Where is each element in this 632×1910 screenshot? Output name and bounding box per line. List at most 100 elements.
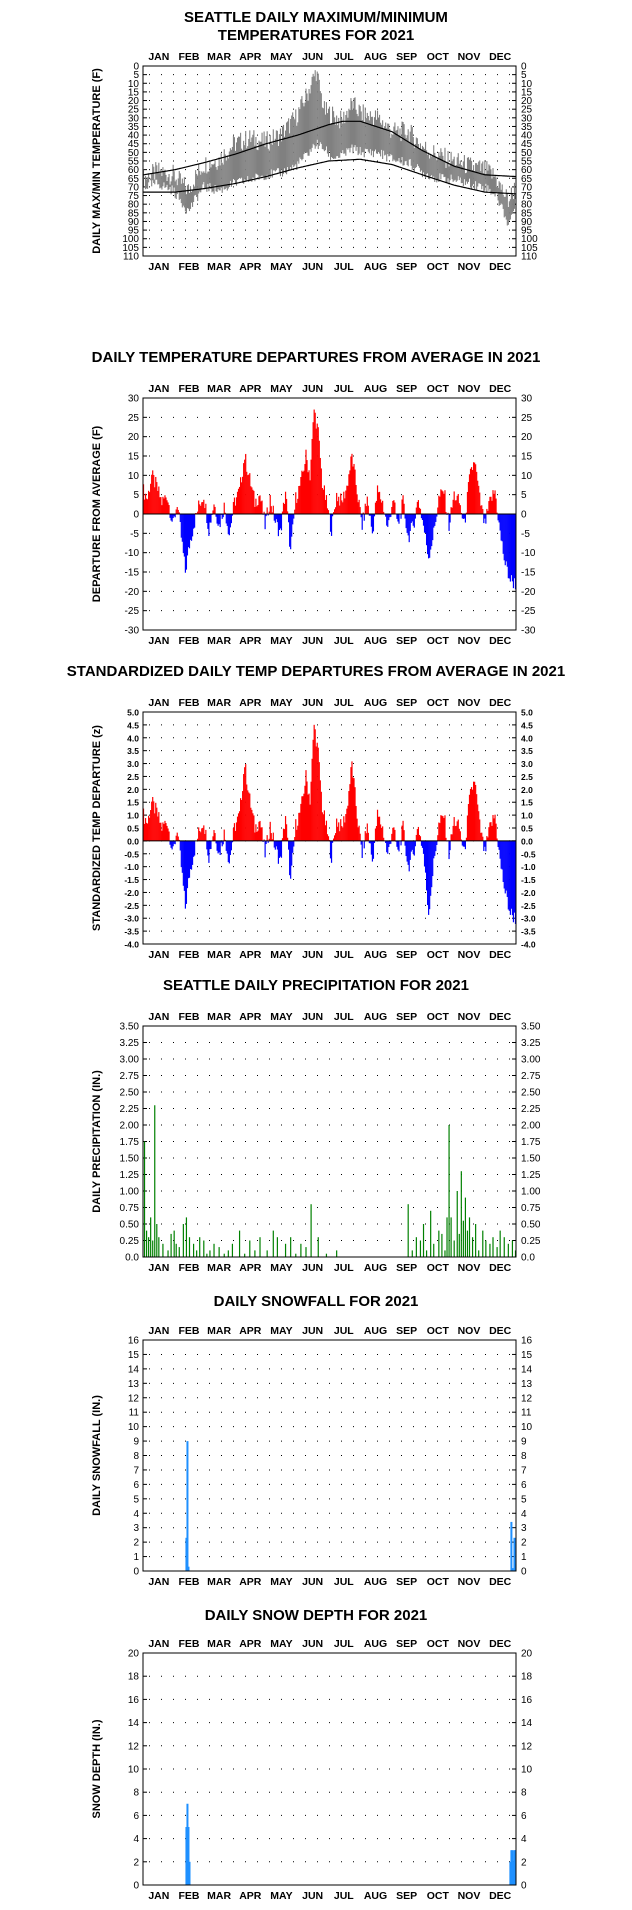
y-tick-label-left: 110 — [123, 252, 139, 263]
month-label-bottom: FEB — [178, 261, 199, 273]
month-label-top: MAR — [207, 383, 231, 395]
month-label-top: DEC — [489, 1638, 512, 1650]
y-tick-label-right: -1.5 — [521, 875, 536, 885]
y-tick-label-left: 1 — [133, 1552, 139, 1563]
y-tick-label-left: -4.0 — [124, 940, 139, 950]
month-label-top: NOV — [458, 1638, 481, 1650]
y-tick-label-right: 13 — [521, 1379, 533, 1390]
y-tick-label-right: 5 — [521, 490, 527, 501]
month-label-top: MAY — [270, 1638, 292, 1650]
y-tick-label-left: 14 — [128, 1718, 140, 1729]
y-tick-label-right: -1.0 — [521, 862, 536, 872]
y-tick-label-left: 1.5 — [127, 798, 139, 808]
month-label-top: JUL — [334, 1638, 354, 1650]
month-label-top: MAR — [207, 1638, 231, 1650]
y-tick-label-right: 15 — [521, 1350, 533, 1361]
y-tick-label-right: -25 — [521, 606, 536, 617]
month-label-bottom: DEC — [489, 1262, 512, 1274]
month-label-bottom: OCT — [427, 261, 450, 273]
chart-title: DAILY SNOWFALL FOR 2021 — [214, 1293, 419, 1310]
y-tick-label-left: 20 — [128, 96, 140, 107]
month-label-bottom: FEB — [178, 1890, 199, 1902]
chart-title: STANDARDIZED DAILY TEMP DEPARTURES FROM … — [67, 663, 565, 680]
y-axis-label: STANDARDIZED TEMP DEPARTURE (z) — [91, 725, 103, 931]
y-tick-label-right: -0.5 — [521, 849, 536, 859]
month-label-top: NOV — [458, 1325, 481, 1337]
y-tick-label-left: 10 — [128, 471, 140, 482]
y-tick-label-right: 25 — [521, 105, 533, 116]
month-label-bottom: AUG — [364, 1890, 387, 1902]
y-tick-label-right: -2.0 — [521, 888, 536, 898]
y-tick-label-right: 75 — [521, 191, 533, 202]
month-label-bottom: JUN — [302, 261, 323, 273]
y-tick-label-right: 1.75 — [521, 1137, 541, 1148]
y-tick-label-right: 5 — [521, 1494, 527, 1505]
month-label-top: NOV — [458, 383, 481, 395]
y-tick-label-left: 100 — [122, 234, 139, 245]
month-label-bottom: MAY — [270, 635, 292, 647]
y-tick-label-right: 50 — [521, 148, 533, 159]
y-tick-label-left: 16 — [128, 1336, 140, 1347]
y-tick-label-right: 0.75 — [521, 1203, 541, 1214]
month-label-bottom: JAN — [148, 1576, 169, 1588]
plot-frame — [142, 1339, 517, 1572]
y-tick-label-right: 10 — [521, 1422, 533, 1433]
y-tick-label-left: 0.0 — [127, 836, 139, 846]
y-tick-label-left: 5 — [133, 490, 139, 501]
month-label-bottom: MAR — [207, 949, 231, 961]
month-label-top: APR — [239, 1011, 262, 1023]
y-tick-label-left: 6 — [133, 1480, 139, 1491]
y-tick-label-right: 2.50 — [521, 1088, 541, 1099]
y-tick-label-right: 95 — [521, 226, 533, 237]
y-tick-label-left: 6 — [133, 1811, 139, 1822]
y-tick-label-left: 25 — [128, 413, 140, 424]
month-label-top: JAN — [148, 1011, 169, 1023]
y-tick-label-right: 0 — [521, 510, 527, 521]
y-tick-label-left: 16 — [128, 1695, 140, 1706]
y-tick-label-right: 16 — [521, 1336, 533, 1347]
y-tick-label-left: 7 — [133, 1465, 139, 1476]
month-label-bottom: OCT — [427, 1576, 450, 1588]
y-tick-label-right: 4 — [521, 1509, 527, 1520]
y-tick-label-right: 30 — [521, 113, 533, 124]
y-tick-label-left: 5 — [133, 1494, 139, 1505]
y-tick-label-right: 12 — [521, 1393, 533, 1404]
y-tick-label-right: 30 — [521, 394, 533, 405]
month-label-top: DEC — [489, 1011, 512, 1023]
y-tick-label-left: 1.0 — [127, 811, 139, 821]
y-axis-label: DAILY SNOWFALL (IN.) — [91, 1395, 103, 1516]
month-label-bottom: FEB — [178, 1262, 199, 1274]
y-tick-label-right: 80 — [521, 200, 533, 211]
y-tick-label-right: 20 — [521, 432, 533, 443]
series-std — [142, 724, 517, 924]
month-label-bottom: MAR — [207, 635, 231, 647]
y-tick-label-left: 75 — [128, 191, 140, 202]
y-tick-label-right: 10 — [521, 79, 533, 90]
y-tick-label-right: 10 — [521, 471, 533, 482]
month-label-top: FEB — [178, 51, 199, 63]
month-label-top: DEC — [489, 383, 512, 395]
y-tick-label-right: 40 — [521, 131, 533, 142]
month-label-bottom: DEC — [489, 949, 512, 961]
month-label-top: NOV — [458, 1011, 481, 1023]
y-tick-label-right: -2.5 — [521, 901, 536, 911]
y-tick-label-right: 6 — [521, 1811, 527, 1822]
y-tick-label-left: 90 — [128, 217, 140, 228]
month-label-top: APR — [239, 383, 262, 395]
y-tick-label-left: -20 — [125, 587, 140, 598]
y-tick-label-right: 1.25 — [521, 1170, 541, 1181]
y-tick-label-left: 20 — [128, 1649, 140, 1660]
y-tick-label-left: 2.00 — [120, 1121, 140, 1132]
month-label-top: JAN — [148, 1638, 169, 1650]
month-label-bottom: JUL — [334, 1262, 354, 1274]
y-tick-label-right: 2.5 — [521, 772, 533, 782]
y-tick-label-right: -4.0 — [521, 940, 536, 950]
month-label-bottom: JAN — [148, 1262, 169, 1274]
month-label-bottom: SEP — [396, 1262, 417, 1274]
y-tick-label-right: 20 — [521, 1649, 533, 1660]
y-tick-label-right: -3.0 — [521, 914, 536, 924]
grid — [149, 1675, 514, 1863]
month-label-top: FEB — [178, 383, 199, 395]
month-label-top: SEP — [396, 697, 417, 709]
month-label-bottom: FEB — [178, 1576, 199, 1588]
